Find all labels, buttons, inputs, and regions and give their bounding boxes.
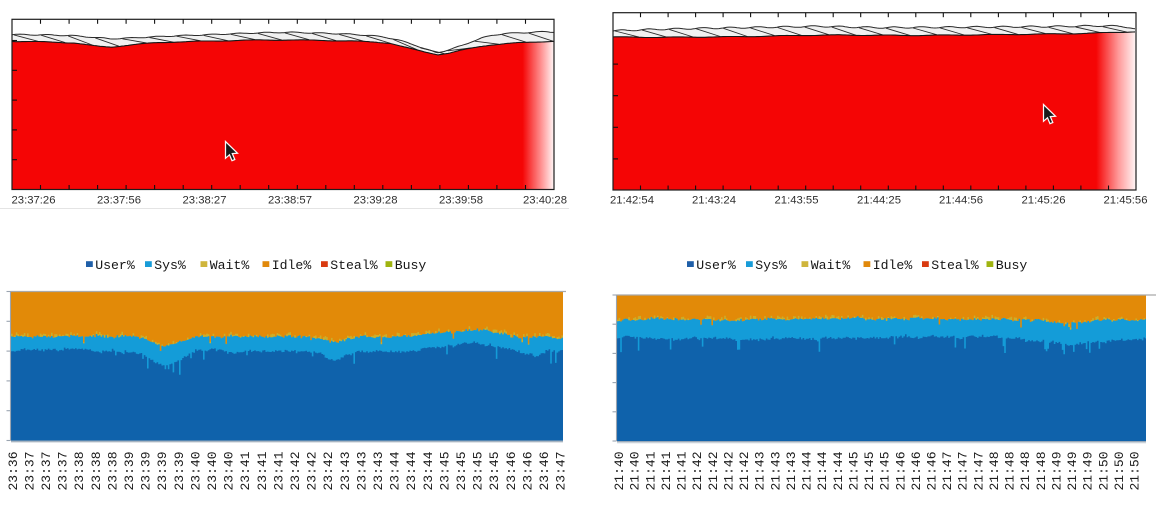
svg-text:21:42: 21:42 [721,451,736,490]
svg-text:23:38:27: 23:38:27 [183,195,227,207]
svg-text:21:40: 21:40 [628,451,643,490]
svg-text:21:45:56: 21:45:56 [1104,195,1148,207]
svg-text:21:44: 21:44 [800,451,815,490]
svg-text:23:44: 23:44 [404,451,419,490]
svg-text:21:50: 21:50 [1096,451,1111,490]
svg-text:21:43: 21:43 [768,451,783,490]
svg-text:21:48: 21:48 [987,451,1002,490]
svg-text:Wait%: Wait% [210,258,250,273]
svg-text:21:45: 21:45 [862,451,877,490]
svg-text:23:38: 23:38 [89,451,104,490]
svg-text:23:45: 23:45 [487,451,502,490]
svg-text:Steal%: Steal% [330,258,378,273]
svg-text:23:46: 23:46 [520,451,535,490]
svg-text:21:48: 21:48 [1018,451,1033,490]
svg-text:User%: User% [95,258,135,273]
svg-text:21:45: 21:45 [846,451,861,490]
svg-text:21:43: 21:43 [753,451,768,490]
svg-text:23:39:58: 23:39:58 [439,195,483,207]
svg-text:23:37: 23:37 [56,451,71,490]
svg-text:23:37: 23:37 [39,451,54,490]
svg-text:21:47: 21:47 [956,451,971,490]
svg-text:23:38: 23:38 [72,451,87,490]
svg-text:21:45:26: 21:45:26 [1022,195,1066,207]
svg-text:Sys%: Sys% [154,258,186,273]
svg-text:21:44:25: 21:44:25 [857,195,901,207]
svg-text:21:50: 21:50 [1128,451,1143,490]
svg-text:23:40: 23:40 [205,451,220,490]
svg-text:23:37:26: 23:37:26 [12,195,56,207]
svg-text:21:42: 21:42 [706,451,721,490]
svg-text:21:41: 21:41 [675,451,690,490]
svg-text:23:39: 23:39 [122,451,137,490]
svg-text:23:41: 23:41 [255,451,270,490]
svg-text:23:39: 23:39 [139,451,154,490]
svg-text:Idle%: Idle% [272,258,312,273]
svg-text:23:47: 23:47 [554,451,569,490]
svg-text:21:46: 21:46 [893,451,908,490]
svg-text:23:42: 23:42 [305,451,320,490]
svg-text:21:48: 21:48 [1034,451,1049,490]
svg-text:23:45: 23:45 [471,451,486,490]
svg-text:23:44: 23:44 [388,451,403,490]
svg-text:23:44: 23:44 [421,451,436,490]
svg-text:23:40: 23:40 [188,451,203,490]
svg-text:21:42: 21:42 [737,451,752,490]
svg-text:23:38:57: 23:38:57 [268,195,312,207]
svg-text:21:46: 21:46 [925,451,940,490]
svg-text:23:41: 23:41 [271,451,286,490]
svg-text:21:41: 21:41 [659,451,674,490]
svg-text:21:48: 21:48 [1003,451,1018,490]
svg-text:21:43:24: 21:43:24 [692,195,736,207]
svg-text:Busy: Busy [395,258,427,273]
svg-text:21:46: 21:46 [909,451,924,490]
svg-text:Wait%: Wait% [811,258,851,273]
svg-text:23:39: 23:39 [155,451,170,490]
svg-text:21:43: 21:43 [784,451,799,490]
svg-text:21:47: 21:47 [940,451,955,490]
svg-text:21:44: 21:44 [831,451,846,490]
svg-text:23:46: 23:46 [504,451,519,490]
svg-text:21:41: 21:41 [643,451,658,490]
svg-text:23:45: 23:45 [437,451,452,490]
svg-text:23:43: 23:43 [338,451,353,490]
svg-text:23:42: 23:42 [288,451,303,490]
svg-text:21:42: 21:42 [690,451,705,490]
svg-text:21:49: 21:49 [1065,451,1080,490]
svg-text:23:40: 23:40 [222,451,237,490]
svg-text:23:41: 23:41 [238,451,253,490]
svg-text:21:47: 21:47 [971,451,986,490]
svg-text:21:45: 21:45 [878,451,893,490]
svg-text:21:43:55: 21:43:55 [775,195,819,207]
svg-text:23:42: 23:42 [321,451,336,490]
svg-text:Idle%: Idle% [873,258,913,273]
svg-text:User%: User% [696,258,736,273]
svg-text:23:45: 23:45 [454,451,469,490]
svg-text:21:44:56: 21:44:56 [939,195,983,207]
svg-text:23:37:56: 23:37:56 [97,195,141,207]
svg-text:23:37: 23:37 [22,451,37,490]
svg-text:21:50: 21:50 [1112,451,1127,490]
svg-text:23:43: 23:43 [354,451,369,490]
svg-text:Steal%: Steal% [931,258,979,273]
svg-text:21:49: 21:49 [1050,451,1065,490]
svg-text:23:46: 23:46 [537,451,552,490]
svg-text:21:40: 21:40 [612,451,627,490]
svg-text:Sys%: Sys% [755,258,787,273]
svg-text:23:36: 23:36 [6,451,21,490]
svg-text:Busy: Busy [996,258,1028,273]
svg-text:23:40:28: 23:40:28 [523,195,567,207]
svg-text:21:49: 21:49 [1081,451,1096,490]
svg-text:23:43: 23:43 [371,451,386,490]
svg-text:23:39: 23:39 [172,451,187,490]
svg-text:21:42:54: 21:42:54 [610,195,654,207]
svg-text:21:44: 21:44 [815,451,830,490]
svg-text:23:39:28: 23:39:28 [354,195,398,207]
svg-text:23:38: 23:38 [105,451,120,490]
